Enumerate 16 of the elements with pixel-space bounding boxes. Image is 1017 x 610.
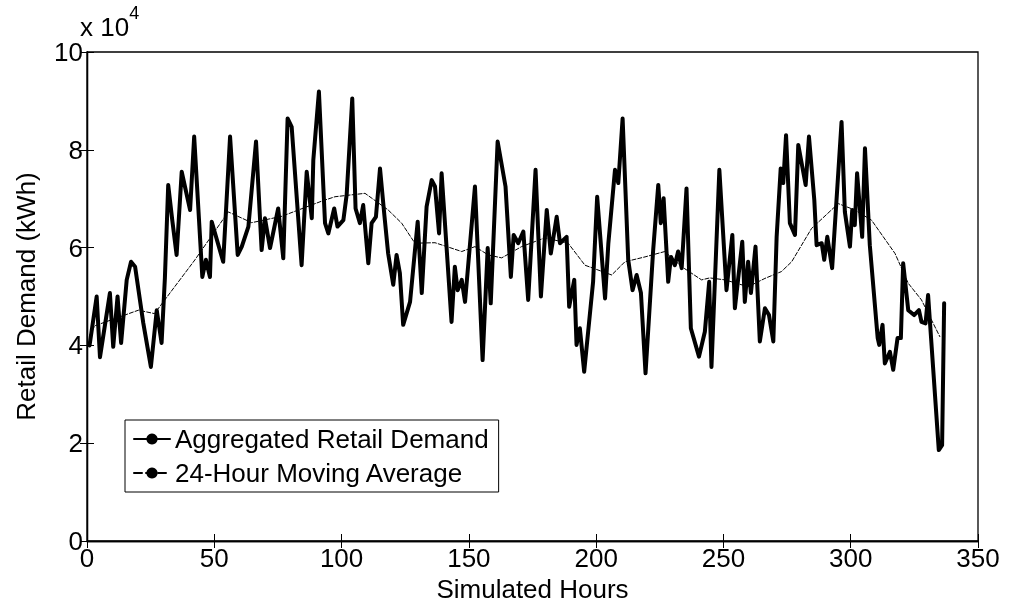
y-tick-label: 4 [68, 330, 83, 361]
x-tick-label: 200 [574, 543, 618, 573]
x-tick-label: 300 [829, 543, 873, 573]
y-tick-label: 2 [68, 428, 83, 459]
legend-label: 24-Hour Moving Average [175, 458, 463, 488]
legend-label: Aggregated Retail Demand [175, 424, 489, 454]
x-tick-label: 100 [319, 543, 364, 573]
x-tick-label: 350 [956, 543, 1000, 573]
x-axis-title: Simulated Hours [436, 573, 629, 604]
x-tick-label: 250 [701, 543, 746, 573]
y-axis-title: Retail Demand (kWh) [11, 172, 41, 421]
x-tick-label: 50 [199, 543, 229, 573]
y-tick-label: 10 [54, 37, 83, 67]
y-tick-label: 6 [68, 232, 83, 263]
y-tick-label: 8 [68, 134, 83, 165]
x-tick-label: 150 [447, 543, 491, 573]
